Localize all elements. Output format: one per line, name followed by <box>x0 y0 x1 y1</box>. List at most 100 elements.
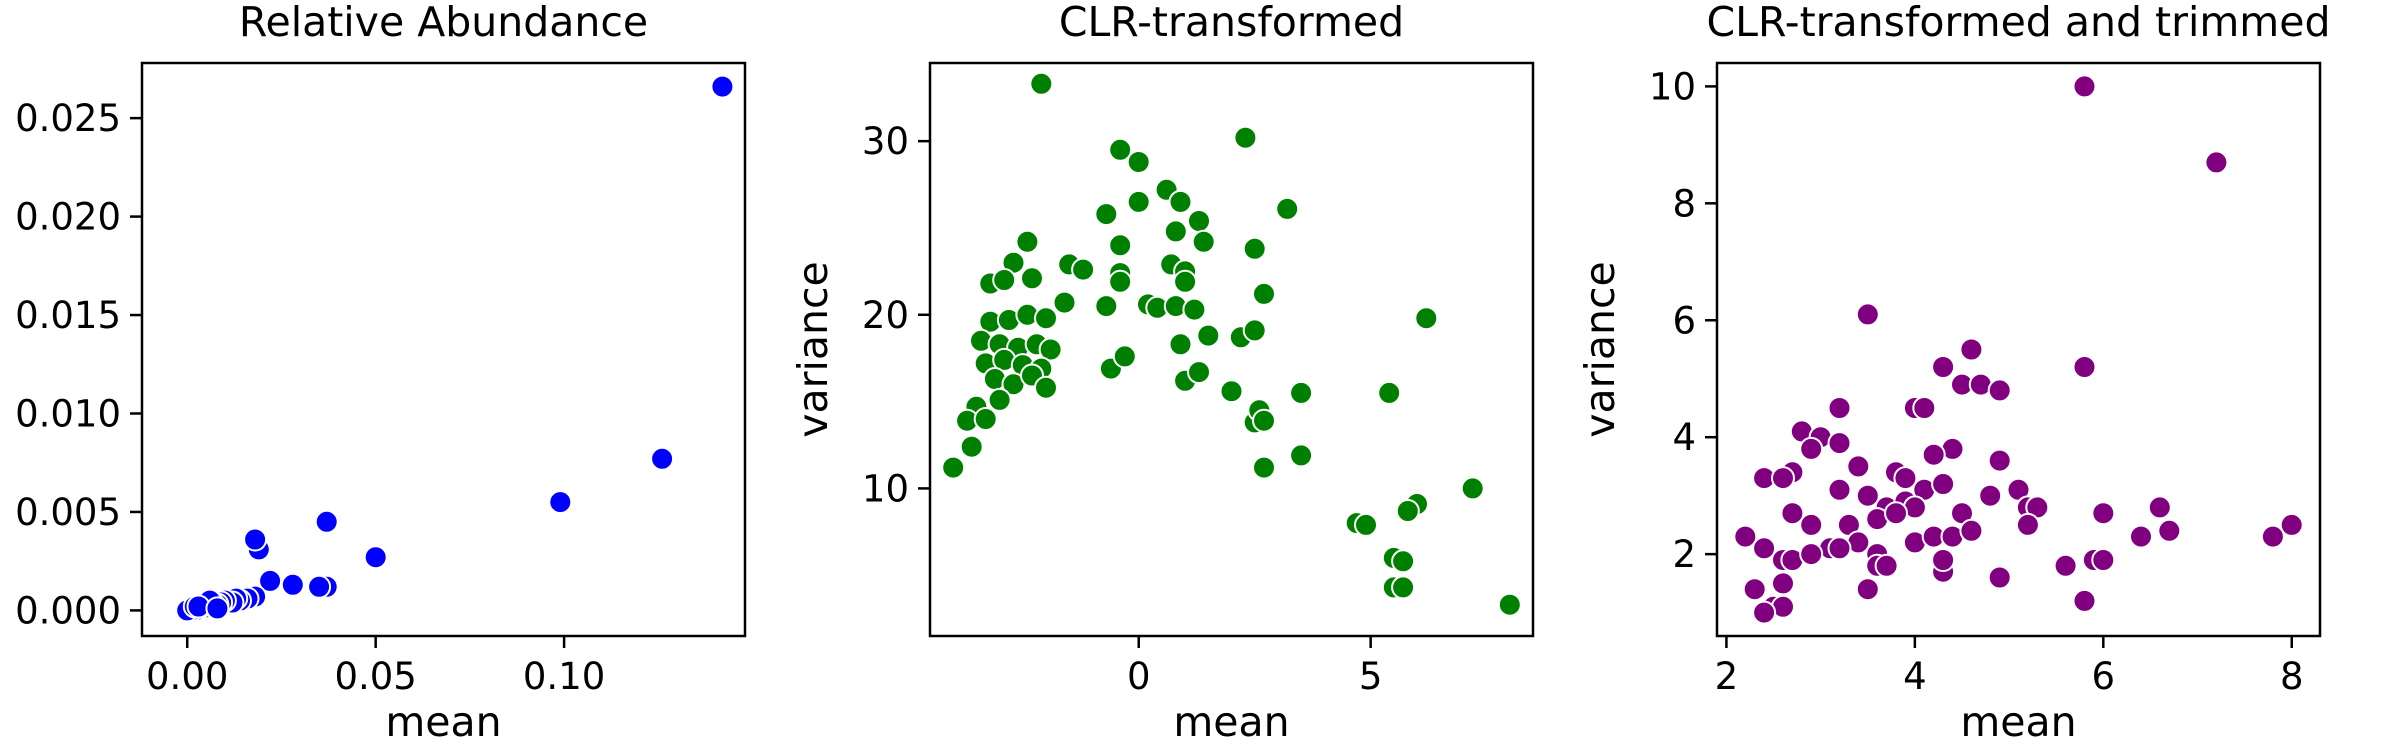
plot-frame <box>140 61 747 638</box>
data-point <box>1094 294 1119 319</box>
x-tick-label: 0.10 <box>523 655 605 698</box>
data-point <box>1799 512 1824 537</box>
data-point <box>1108 233 1133 258</box>
data-point <box>1173 269 1198 294</box>
data-point <box>1395 499 1420 523</box>
data-point <box>1034 375 1058 400</box>
data-point <box>1987 565 2012 590</box>
data-point <box>1034 306 1058 331</box>
data-point <box>2015 512 2040 537</box>
data-point <box>1126 150 1151 174</box>
data-point <box>1874 553 1899 578</box>
data-point <box>1071 257 1096 282</box>
data-point <box>941 455 966 480</box>
data-point <box>1015 229 1040 254</box>
data-point <box>1187 209 1211 233</box>
data-point <box>2053 553 2078 578</box>
data-point <box>243 527 268 552</box>
x-tick-label: 0.05 <box>334 655 416 698</box>
data-point <box>1182 297 1207 322</box>
plot-frame <box>928 61 1535 638</box>
data-point <box>1168 332 1193 357</box>
data-point <box>548 490 573 515</box>
data-point <box>973 407 998 431</box>
data-point <box>1931 355 1956 379</box>
y-tick-label: 10 <box>862 467 909 510</box>
data-point <box>2072 588 2097 613</box>
chart-title: Relative Abundance <box>239 0 648 46</box>
data-point <box>1377 380 1402 405</box>
data-point <box>1931 548 1956 572</box>
data-point <box>1780 501 1805 526</box>
data-point <box>1460 476 1485 501</box>
data-point <box>1733 524 1758 549</box>
y-tick-label: 20 <box>862 294 909 337</box>
y-tick-label: 0.010 <box>15 392 121 435</box>
y-tick-label: 0.000 <box>15 589 121 632</box>
x-tick-label: 0 <box>1127 655 1151 698</box>
y-tick-label: 30 <box>862 120 909 163</box>
panel-3: 2 4 6 8 2 4 6 8 10 CLR-transformed and trimmed mea… <box>1576 0 2331 746</box>
x-tick-label: 6 <box>2092 655 2116 698</box>
data-point <box>1168 189 1193 214</box>
data-point <box>1108 269 1133 294</box>
data-point <box>1252 281 1276 306</box>
data-point <box>1855 577 1880 602</box>
data-point <box>992 268 1017 292</box>
data-point <box>314 509 339 534</box>
data-point <box>1414 306 1439 331</box>
data-point <box>1752 600 1777 625</box>
data-point <box>1497 592 1522 617</box>
data-point <box>1191 229 1216 254</box>
y-tick-label: 8 <box>1672 182 1696 225</box>
data-point <box>1771 466 1795 491</box>
panel-1: 0.00 0.05 0.10 0.000 0.005 0.010 0.015 0.020 0.0… <box>15 0 747 746</box>
data-point <box>1252 408 1276 433</box>
data-point <box>1112 344 1137 369</box>
data-point <box>1771 571 1795 596</box>
data-point <box>1846 454 1871 479</box>
data-point <box>1242 318 1267 343</box>
data-point <box>2157 518 2182 543</box>
data-point <box>1289 380 1314 405</box>
y-tick-label: 4 <box>1672 416 1696 459</box>
data-point <box>1827 477 1852 502</box>
data-point <box>363 545 388 570</box>
data-point <box>1855 483 1880 508</box>
data-point <box>2091 548 2116 572</box>
plot-frame <box>1715 61 2322 638</box>
data-point <box>2129 524 2153 549</box>
data-point <box>1108 137 1133 162</box>
data-point <box>1752 536 1777 561</box>
y-tick-label: 0.015 <box>15 294 121 337</box>
data-point <box>2260 524 2285 549</box>
data-point <box>1242 236 1267 261</box>
data-point <box>2279 512 2304 537</box>
data-point <box>1196 323 1221 348</box>
data-point <box>1855 302 1880 327</box>
data-point <box>1799 436 1824 461</box>
data-point <box>1987 378 2012 403</box>
data-point <box>1959 337 1984 362</box>
data-point <box>1275 196 1300 221</box>
data-point <box>1987 448 2012 473</box>
data-point <box>1391 549 1416 574</box>
data-point <box>710 74 735 99</box>
x-tick-label: 2 <box>1715 655 1739 698</box>
chart-title: CLR-transformed <box>1059 0 1404 46</box>
data-point <box>1354 512 1378 537</box>
y-tick-label: 6 <box>1672 299 1696 342</box>
y-tick-label: 2 <box>1672 533 1696 576</box>
data-point <box>987 387 1012 412</box>
data-point <box>1742 577 1767 602</box>
chart-title: CLR-transformed and trimmed <box>1707 0 2331 46</box>
data-point <box>258 568 283 593</box>
data-point <box>1884 501 1908 526</box>
data-point <box>280 572 305 597</box>
data-point <box>1978 483 2003 508</box>
x-tick-label: 8 <box>2280 655 2304 698</box>
data-point <box>1893 466 1918 491</box>
y-tick-label: 0.005 <box>15 491 121 534</box>
data-point <box>1289 443 1314 468</box>
data-point <box>1029 71 1054 96</box>
